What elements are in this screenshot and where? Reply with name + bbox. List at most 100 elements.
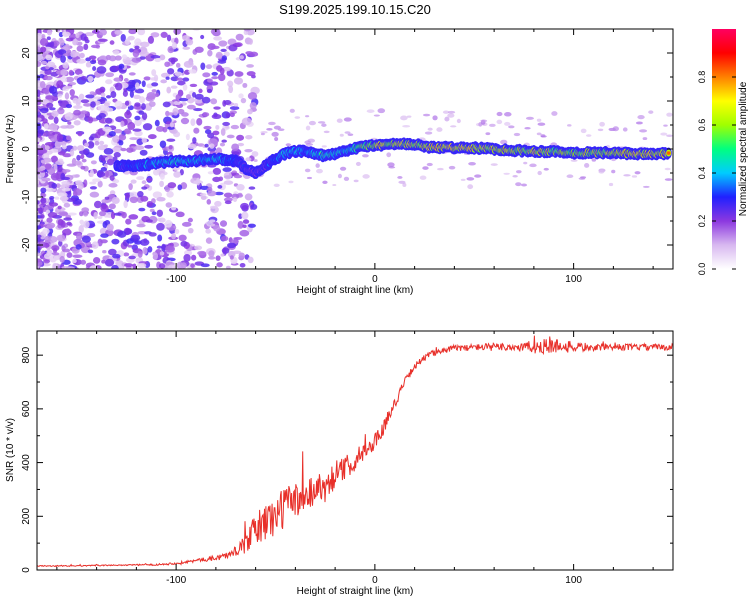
noise-speckle — [100, 204, 109, 213]
noise-speckle — [243, 29, 252, 32]
noise-speckle — [167, 182, 177, 189]
noise-speckle — [141, 186, 148, 190]
noise-speckle — [664, 178, 673, 181]
noise-speckle — [81, 207, 90, 213]
noise-speckle — [65, 37, 75, 42]
noise-speckle — [134, 102, 141, 107]
noise-speckle — [59, 255, 65, 263]
noise-speckle — [102, 250, 107, 254]
noise-speckle — [96, 66, 107, 74]
noise-speckle — [248, 38, 253, 45]
noise-speckle — [158, 54, 166, 61]
noise-speckle — [60, 183, 70, 189]
noise-speckle — [156, 222, 165, 231]
noise-speckle — [437, 167, 444, 171]
noise-speckle — [113, 77, 122, 82]
noise-speckle — [218, 176, 224, 182]
noise-speckle — [123, 252, 130, 257]
spectrogram-y-ticks: -20 -10 0 10 20 — [21, 28, 673, 270]
noise-speckle — [504, 121, 511, 126]
noise-speckle — [134, 118, 142, 127]
noise-speckle — [126, 147, 134, 153]
noise-speckle — [199, 185, 210, 190]
noise-speckle — [106, 158, 115, 166]
noise-speckle — [40, 159, 49, 164]
noise-speckle — [108, 203, 116, 210]
noise-speckle — [238, 252, 245, 259]
noise-speckle — [663, 124, 668, 127]
noise-speckle — [222, 167, 232, 173]
noise-speckle — [543, 167, 549, 171]
noise-speckle — [244, 148, 253, 153]
colorbar: 0.0 0.2 0.4 0.6 0.8 Normalized spectral ampl… — [697, 29, 749, 275]
noise-speckle — [339, 133, 344, 137]
noise-speckle — [83, 103, 93, 107]
noise-speckle — [181, 112, 189, 117]
noise-speckle — [84, 142, 90, 148]
noise-speckle — [523, 161, 528, 165]
noise-speckle — [104, 170, 109, 178]
noise-speckle — [121, 211, 127, 219]
noise-speckle — [397, 176, 403, 179]
noise-speckle — [112, 156, 118, 162]
noise-speckle — [223, 99, 232, 106]
noise-speckle — [598, 169, 605, 174]
colorbar-tick-label: 0.4 — [697, 167, 707, 180]
noise-speckle — [56, 80, 64, 89]
noise-speckle — [366, 109, 375, 113]
noise-speckle — [108, 130, 116, 137]
noise-speckle — [66, 135, 71, 141]
noise-speckle — [306, 176, 313, 180]
noise-speckle — [225, 112, 231, 119]
noise-speckle — [247, 108, 253, 115]
noise-speckle — [85, 94, 95, 99]
noise-speckle — [129, 196, 138, 204]
noise-speckle — [151, 89, 157, 93]
noise-speckle — [183, 253, 191, 262]
noise-speckle — [146, 92, 156, 100]
noise-speckle — [37, 60, 42, 68]
noise-speckle — [189, 83, 198, 88]
noise-speckle — [103, 147, 114, 155]
noise-speckle — [37, 117, 42, 122]
noise-speckle — [166, 86, 172, 94]
noise-speckle — [80, 33, 87, 41]
noise-speckle — [39, 74, 45, 79]
noise-speckle — [180, 240, 188, 247]
noise-speckle — [40, 107, 49, 114]
noise-speckle — [208, 256, 216, 260]
noise-speckle — [128, 255, 136, 260]
noise-speckle — [347, 133, 354, 137]
noise-speckle — [205, 237, 213, 244]
noise-speckle — [114, 55, 122, 61]
noise-speckle — [127, 35, 135, 41]
noise-speckle — [108, 55, 117, 62]
noise-speckle — [231, 143, 240, 151]
noise-speckle — [194, 46, 204, 53]
noise-speckle — [101, 198, 110, 204]
noise-speckle — [39, 38, 49, 47]
noise-speckle — [570, 159, 578, 162]
noise-speckle — [102, 126, 112, 132]
noise-speckle — [134, 145, 145, 150]
noise-speckle — [91, 29, 100, 34]
noise-speckle — [219, 142, 226, 147]
noise-speckle — [232, 250, 242, 254]
noise-speckle — [72, 38, 79, 46]
noise-speckle — [152, 252, 159, 261]
noise-speckle — [294, 116, 301, 119]
noise-speckle — [353, 179, 359, 183]
noise-speckle — [468, 161, 476, 166]
noise-speckle — [204, 143, 209, 148]
noise-speckle — [211, 71, 218, 76]
noise-speckle — [49, 123, 58, 131]
noise-speckle — [642, 185, 650, 188]
noise-speckle — [209, 219, 216, 223]
noise-speckle — [192, 137, 197, 144]
y-tick-label: 10 — [21, 95, 32, 107]
noise-speckle — [93, 96, 102, 100]
noise-speckle — [225, 125, 230, 129]
noise-speckle — [233, 77, 244, 85]
noise-speckle — [99, 98, 106, 104]
noise-speckle — [210, 45, 220, 50]
